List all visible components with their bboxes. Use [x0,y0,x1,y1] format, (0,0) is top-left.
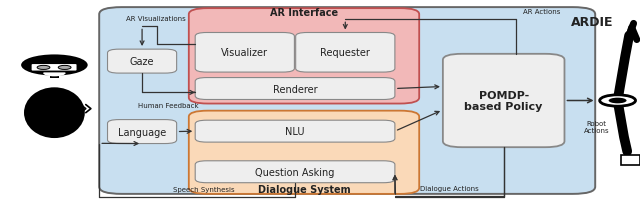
Bar [50,69,59,79]
FancyBboxPatch shape [195,33,294,73]
Text: ARDIE: ARDIE [571,16,613,29]
Text: AR Visualizations: AR Visualizations [126,16,186,22]
Circle shape [37,66,50,70]
FancyBboxPatch shape [108,50,177,74]
Text: NLU: NLU [285,126,305,137]
Text: Gaze: Gaze [130,57,154,67]
Circle shape [21,55,88,76]
Text: Visualizer: Visualizer [221,48,268,58]
Text: Dialogue System: Dialogue System [258,184,350,194]
Text: AR Actions: AR Actions [523,9,560,15]
Text: Question Asking: Question Asking [255,167,335,177]
FancyBboxPatch shape [189,111,419,194]
Ellipse shape [24,88,85,138]
Text: Language: Language [118,127,166,137]
FancyBboxPatch shape [621,155,640,166]
FancyBboxPatch shape [195,121,395,142]
Text: Dialogue Actions: Dialogue Actions [420,185,479,191]
FancyBboxPatch shape [195,161,395,183]
FancyBboxPatch shape [189,9,419,104]
FancyBboxPatch shape [195,78,395,100]
Circle shape [58,66,71,70]
FancyBboxPatch shape [108,120,177,144]
FancyBboxPatch shape [296,33,395,73]
Circle shape [609,98,627,104]
FancyBboxPatch shape [443,55,564,147]
Text: AR Interface: AR Interface [270,8,338,18]
Text: Human Feedback: Human Feedback [138,102,199,108]
Text: Requester: Requester [321,48,370,58]
Circle shape [600,95,636,107]
Ellipse shape [44,70,66,77]
Text: POMDP-
based Policy: POMDP- based Policy [465,90,543,112]
FancyBboxPatch shape [31,64,77,72]
Text: Robot
Actions: Robot Actions [584,121,609,134]
Text: Renderer: Renderer [273,84,317,94]
FancyBboxPatch shape [99,8,595,194]
Text: Speech Synthesis: Speech Synthesis [173,186,234,192]
